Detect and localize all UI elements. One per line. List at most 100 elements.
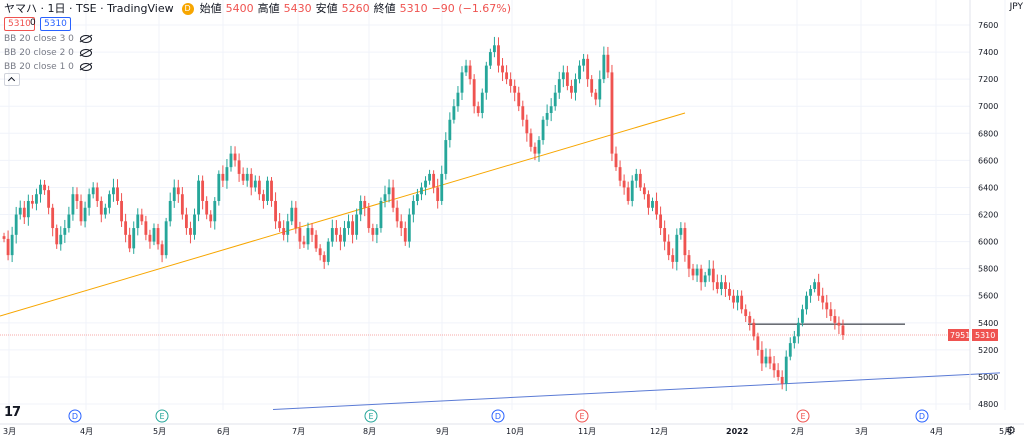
price-tick-label: 5000 bbox=[978, 373, 998, 382]
candle bbox=[663, 220, 667, 251]
candle bbox=[432, 170, 436, 194]
candle bbox=[630, 175, 634, 207]
candle bbox=[120, 193, 123, 227]
candle bbox=[736, 290, 740, 311]
eye-hidden-icon[interactable] bbox=[79, 62, 92, 71]
candle bbox=[772, 355, 776, 378]
collapse-legend-button[interactable] bbox=[4, 73, 20, 86]
candle bbox=[306, 222, 310, 250]
candle bbox=[647, 190, 650, 215]
eye-hidden-icon[interactable] bbox=[79, 48, 92, 57]
candle bbox=[829, 302, 833, 322]
ascending-trendline[interactable] bbox=[0, 112, 686, 317]
candle bbox=[103, 203, 107, 219]
candle bbox=[699, 264, 703, 291]
candle bbox=[821, 287, 825, 310]
earnings-marker[interactable]: E bbox=[796, 409, 810, 423]
candle bbox=[805, 291, 808, 315]
candle bbox=[480, 88, 484, 119]
candle bbox=[594, 89, 598, 106]
candle bbox=[274, 192, 277, 229]
candle bbox=[448, 112, 452, 148]
candle bbox=[355, 208, 359, 240]
candle bbox=[152, 223, 156, 246]
candle bbox=[687, 249, 691, 278]
candle bbox=[51, 203, 55, 237]
candle bbox=[416, 188, 419, 206]
candle bbox=[391, 179, 395, 213]
earnings-marker[interactable]: E bbox=[364, 409, 378, 423]
candle bbox=[809, 285, 812, 303]
time-tick-label: 4月 bbox=[80, 427, 93, 436]
candle bbox=[39, 179, 42, 203]
lower-trendline[interactable] bbox=[272, 372, 1001, 410]
spread-value: 0 bbox=[30, 18, 36, 28]
candle bbox=[367, 203, 371, 233]
time-axis[interactable]: 3月 4月 5月 6月 7月 8月 9月 10月 11月 12月 2022 2月 3月 4月 5月 bbox=[0, 423, 1024, 436]
candle bbox=[768, 348, 772, 370]
candle bbox=[570, 79, 573, 99]
candle bbox=[456, 86, 460, 112]
candle bbox=[83, 201, 87, 228]
price-tick-label: 7200 bbox=[978, 75, 998, 84]
candle bbox=[197, 175, 200, 222]
candle bbox=[748, 311, 752, 331]
dividend-marker[interactable]: D bbox=[68, 409, 82, 423]
sell-button[interactable]: 5310 bbox=[4, 17, 35, 31]
price-axis[interactable]: 4800 5000 5200 5400 5600 5800 6000 6200 6400 6600… bbox=[948, 0, 998, 410]
candle bbox=[237, 153, 241, 182]
time-tick-label: 7月 bbox=[292, 427, 305, 436]
candle bbox=[180, 187, 184, 220]
candle bbox=[209, 210, 213, 228]
currency-selector[interactable]: JPY bbox=[1009, 2, 1023, 12]
indicator-label: BB 20 close 3 0 bbox=[4, 34, 74, 44]
close-label: 終値 bbox=[373, 2, 396, 15]
indicator-bb-3[interactable]: BB 20 close 3 0 bbox=[4, 33, 92, 45]
candle bbox=[553, 84, 557, 111]
candle bbox=[407, 208, 411, 248]
candle bbox=[221, 165, 225, 188]
candle bbox=[464, 59, 468, 77]
candle bbox=[253, 175, 257, 192]
gear-icon[interactable]: ⚙ bbox=[1006, 424, 1016, 437]
candle bbox=[257, 175, 261, 201]
candle bbox=[424, 176, 427, 196]
candle bbox=[578, 60, 581, 84]
candle bbox=[75, 187, 79, 209]
eye-hidden-icon[interactable] bbox=[79, 34, 92, 43]
indicator-bb-1[interactable]: BB 20 close 1 0 bbox=[4, 61, 92, 73]
dividend-marker[interactable]: D bbox=[491, 409, 505, 423]
candle bbox=[488, 48, 492, 69]
high-value: 5430 bbox=[283, 2, 312, 15]
candle bbox=[837, 316, 841, 335]
candle bbox=[513, 79, 517, 102]
candle bbox=[521, 100, 525, 127]
candle bbox=[375, 224, 379, 244]
candle bbox=[626, 181, 630, 205]
candle bbox=[59, 226, 63, 251]
earnings-marker[interactable]: E bbox=[575, 409, 589, 423]
candle bbox=[71, 186, 75, 221]
indicator-bb-2[interactable]: BB 20 close 2 0 bbox=[4, 47, 92, 59]
low-label: 安値 bbox=[315, 2, 338, 15]
price-tick-label: 6200 bbox=[978, 211, 998, 220]
price-tick-label: 6400 bbox=[978, 183, 998, 192]
last-price-marker: 7951 5310 bbox=[948, 329, 998, 341]
dividend-marker[interactable]: D bbox=[915, 409, 929, 423]
candle bbox=[784, 350, 788, 392]
candle bbox=[525, 114, 529, 142]
candle bbox=[387, 179, 391, 203]
symbol-title[interactable]: ヤマハ · 1日 · TSE · TradingView bbox=[4, 2, 174, 15]
candle bbox=[79, 194, 83, 226]
candle bbox=[213, 197, 217, 230]
earnings-marker[interactable]: E bbox=[155, 409, 169, 423]
candle bbox=[334, 220, 338, 242]
candle bbox=[91, 182, 95, 199]
candle bbox=[14, 206, 18, 244]
event-label: E bbox=[800, 412, 805, 421]
trendlines[interactable] bbox=[0, 112, 1001, 410]
candle bbox=[99, 196, 103, 223]
buy-button[interactable]: 5310 bbox=[40, 17, 71, 31]
